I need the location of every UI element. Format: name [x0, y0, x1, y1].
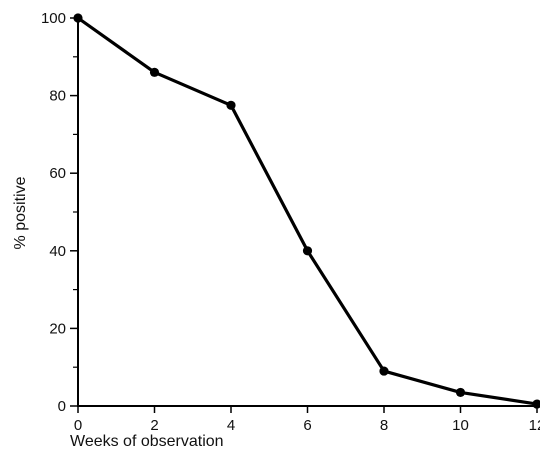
- data-point: [226, 100, 236, 110]
- y-tick-label: 80: [49, 88, 66, 105]
- y-axis-title: % positive: [12, 176, 29, 249]
- x-tick-label: 8: [380, 417, 388, 434]
- x-tick-label: 4: [227, 417, 235, 434]
- data-point: [302, 246, 313, 256]
- y-tick-label: 40: [49, 243, 66, 260]
- y-tick-label: 60: [49, 165, 66, 182]
- data-point: [532, 399, 540, 409]
- data-point: [379, 366, 389, 376]
- series: [73, 13, 540, 409]
- y-tick-label: 20: [49, 320, 66, 337]
- x-tick-label: 0: [74, 417, 82, 434]
- axes: [77, 16, 537, 407]
- x-tick-label: 2: [150, 417, 158, 434]
- x-tick-label: 6: [303, 417, 311, 434]
- x-tick-label: 12: [529, 417, 540, 434]
- x-tick-label: 10: [452, 417, 469, 434]
- y-tick-label: 100: [41, 10, 66, 27]
- series-line: [77, 16, 538, 406]
- x-axis-title: Weeks of observation: [70, 433, 224, 450]
- x-ticks: 0 2 4 6 8 10 12: [74, 406, 540, 434]
- data-point: [455, 387, 466, 398]
- data-point: [73, 13, 83, 23]
- data-point: [149, 67, 160, 77]
- y-tick-label: 0: [58, 398, 66, 415]
- y-ticks: 0 20 40 60 80 100: [41, 10, 78, 415]
